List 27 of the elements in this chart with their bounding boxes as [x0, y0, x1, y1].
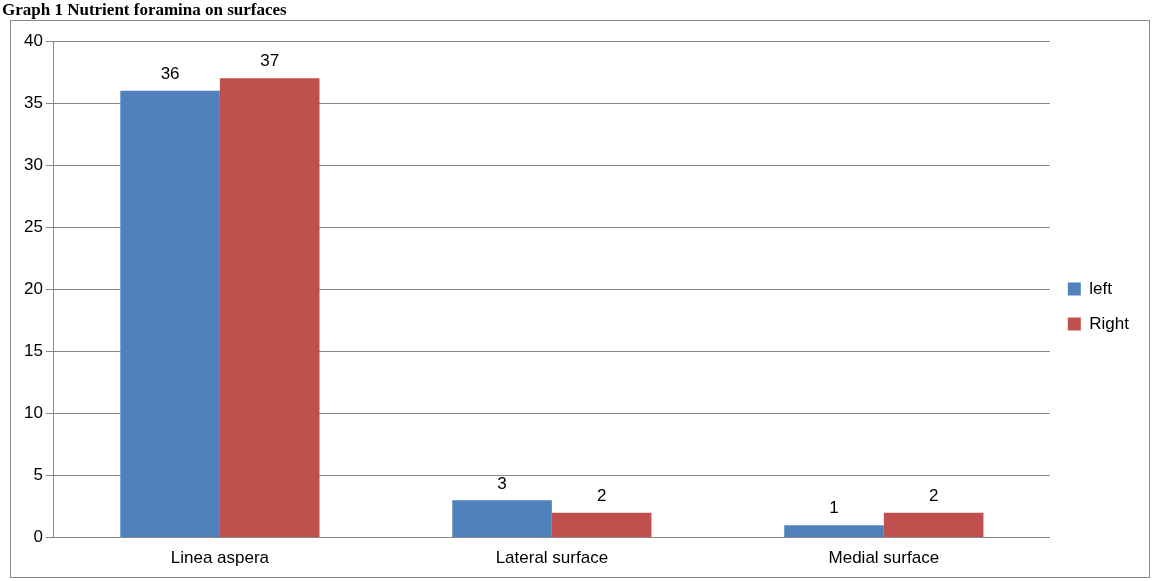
y-tick-label: 30: [23, 154, 43, 174]
chart-title: Graph 1 Nutrient foramina on surfaces: [2, 0, 287, 20]
bar: [219, 78, 320, 538]
y-tick-label: 40: [23, 30, 43, 50]
data-label: 3: [497, 473, 507, 493]
y-tick-label: 20: [23, 278, 43, 298]
y-tick-label: 5: [33, 465, 43, 485]
bar: [120, 90, 220, 538]
y-tick-label: 25: [23, 216, 43, 236]
bar: [784, 525, 884, 538]
bar: [452, 500, 552, 538]
bar: [551, 512, 652, 538]
legend-label: Right: [1089, 313, 1130, 333]
x-tick-label: Medial surface: [828, 548, 940, 568]
data-label: 2: [596, 485, 607, 505]
data-label: 36: [160, 63, 180, 83]
data-label: 2: [928, 485, 939, 505]
data-label: 37: [260, 51, 280, 71]
y-tick-label: 10: [23, 403, 43, 423]
legend-label: left: [1089, 278, 1113, 298]
x-tick-label: Lateral surface: [495, 548, 609, 568]
x-tick-label: Linea aspera: [170, 548, 270, 568]
y-tick-label: 15: [23, 341, 43, 361]
y-tick-label: 35: [23, 92, 43, 112]
data-label: 1: [829, 498, 839, 518]
bar: [883, 512, 984, 538]
y-tick-label: 0: [33, 527, 43, 547]
